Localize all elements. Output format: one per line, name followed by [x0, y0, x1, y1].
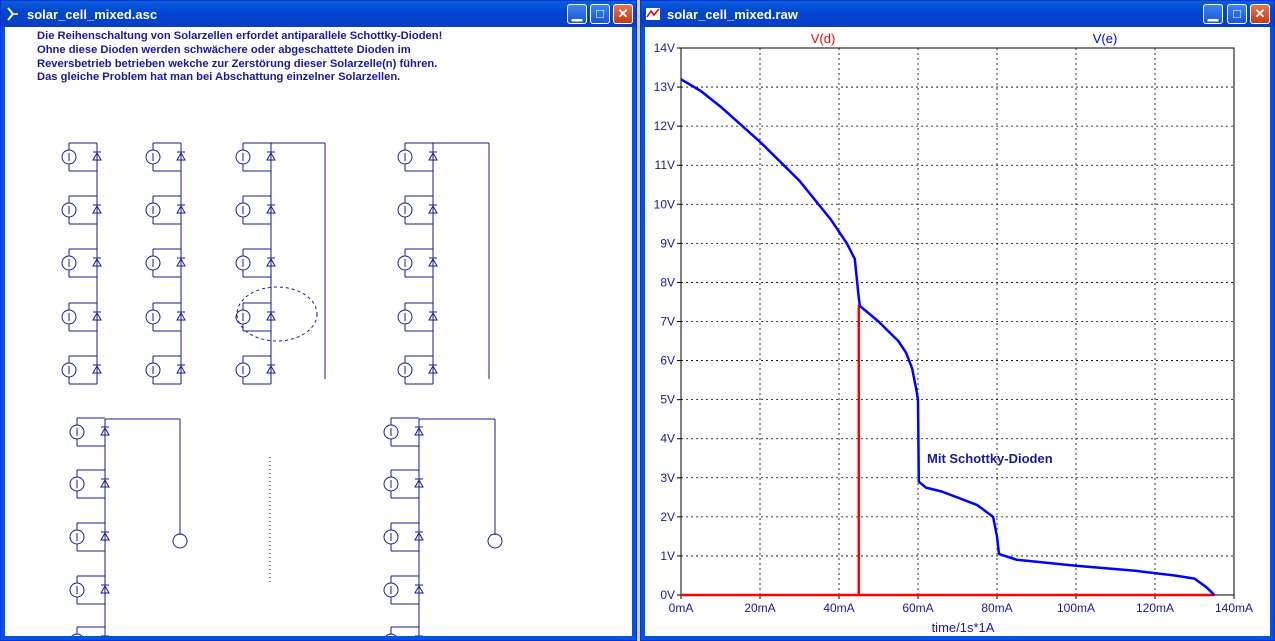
- x-tick-label: 40mA: [823, 601, 854, 615]
- x-axis-label: time/1s*1A: [932, 620, 995, 635]
- x-tick-label: 80mA: [981, 601, 1012, 615]
- trace-name-vd[interactable]: V(d): [811, 31, 836, 46]
- current-source-symbol: [385, 633, 397, 636]
- y-tick-label: 11V: [655, 158, 675, 172]
- trace-name-ve[interactable]: V(e): [1093, 31, 1118, 46]
- schematic-window: solar_cell_mixed.asc ▁ □ ✕ Die Reihensch…: [0, 0, 637, 641]
- y-tick-label: 7V: [660, 315, 675, 329]
- schematic-note: Die Reihenschaltung von Solarzellen erfo…: [37, 30, 442, 85]
- waveform-window: solar_cell_mixed.raw ▁ □ ✕ 0V 1V 2V 3V 4V 5V 6…: [640, 0, 1275, 641]
- note-line-4: Das gleiche Problem hat man bei Abschatt…: [37, 71, 401, 84]
- y-tick-label: 8V: [660, 275, 675, 289]
- annotation-text: Mit Schottky-Dioden: [927, 451, 1053, 466]
- meter-symbol: [487, 533, 503, 549]
- y-tick-label: 13V: [654, 80, 675, 94]
- y-tick-label: 10V: [654, 197, 675, 211]
- x-tick-label: 140mA: [1215, 601, 1253, 615]
- close-button[interactable]: ✕: [1250, 4, 1270, 24]
- minimize-button[interactable]: ▁: [1203, 4, 1223, 24]
- maximize-button[interactable]: □: [590, 4, 610, 24]
- y-tick-label: 1V: [660, 549, 675, 563]
- x-tick-label: 100mA: [1057, 601, 1095, 615]
- y-tick-label: 5V: [660, 393, 675, 407]
- x-tick-label: 60mA: [902, 601, 933, 615]
- x-tick-label: 120mA: [1136, 601, 1174, 615]
- shading-ellipse: [236, 286, 318, 342]
- waveform-window-title: solar_cell_mixed.raw: [667, 6, 798, 22]
- plot-pane[interactable]: 0V 1V 2V 3V 4V 5V 6V 7V 8V 9V 10V 11V 12V 13V 14V 0mA 2…: [645, 27, 1270, 636]
- y-tick-label: 3V: [660, 471, 675, 485]
- schematic-titlebar[interactable]: solar_cell_mixed.asc ▁ □ ✕: [1, 1, 636, 27]
- y-tick-label: 2V: [660, 510, 675, 524]
- waveform-titlebar[interactable]: solar_cell_mixed.raw ▁ □ ✕: [641, 1, 1274, 27]
- waveform-plot[interactable]: 0V 1V 2V 3V 4V 5V 6V 7V 8V 9V 10V 11V 12V 13V 14V 0mA 2…: [645, 27, 1270, 636]
- x-tick-label: 0mA: [669, 601, 694, 615]
- y-tick-label: 6V: [660, 354, 675, 368]
- trace-line-2: [680, 78, 1216, 596]
- schematic-window-title: solar_cell_mixed.asc: [27, 6, 158, 22]
- current-source-symbol: [71, 633, 83, 636]
- ltspice-schematic-icon: [7, 7, 18, 21]
- y-tick-label: 12V: [654, 119, 675, 133]
- x-tick-label: 20mA: [744, 601, 775, 615]
- y-tick-label: 0V: [660, 588, 675, 602]
- waveform-icon: [646, 8, 660, 20]
- note-line-1: Die Reihenschaltung von Solarzellen erfo…: [37, 30, 443, 42]
- note-line-3: Reversbetrieb betrieben wekche zur Zerst…: [37, 57, 438, 70]
- meter-symbol: [172, 533, 188, 549]
- minimize-button[interactable]: ▁: [567, 4, 587, 24]
- close-button[interactable]: ✕: [613, 4, 633, 24]
- circuit-drawing: [61, 142, 503, 636]
- y-tick-label: 9V: [660, 236, 675, 250]
- note-line-2: Ohne diese Dioden werden schwächere oder…: [37, 43, 411, 56]
- y-tick-label: 4V: [660, 432, 675, 446]
- schematic-canvas[interactable]: Die Reihenschaltung von Solarzellen erfo…: [5, 27, 632, 636]
- maximize-button[interactable]: □: [1227, 4, 1247, 24]
- y-tick-label: 14V: [654, 41, 675, 55]
